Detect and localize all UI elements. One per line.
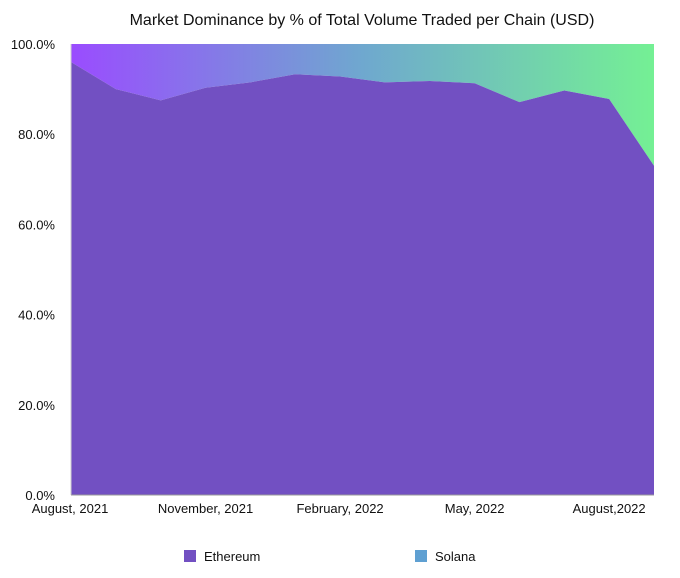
x-tick-label: February, 2022 <box>296 501 383 516</box>
x-tick-label: August,2022 <box>573 501 646 516</box>
chart-title: Market Dominance by % of Total Volume Tr… <box>130 12 595 29</box>
y-tick-label: 40.0% <box>18 308 55 323</box>
x-tick-label: November, 2021 <box>158 501 253 516</box>
legend-label: Ethereum <box>204 549 260 564</box>
y-tick-label: 20.0% <box>18 398 55 413</box>
legend-swatch <box>415 550 427 562</box>
legend-swatch <box>184 550 196 562</box>
legend-item-ethereum: Ethereum <box>184 549 260 564</box>
legend: Ethereum Solana <box>184 549 476 564</box>
plot-area <box>71 44 654 495</box>
legend-label: Solana <box>435 549 476 564</box>
x-tick-label: May, 2022 <box>445 501 505 516</box>
y-axis: 0.0%20.0%40.0%60.0%80.0%100.0% <box>11 37 71 503</box>
y-tick-label: 60.0% <box>18 217 55 232</box>
y-tick-label: 80.0% <box>18 127 55 142</box>
x-tick-label: August, 2021 <box>32 501 109 516</box>
x-axis: August, 2021 November, 2021 February, 2022… <box>32 495 654 516</box>
series-area-ethereum <box>71 62 654 495</box>
y-tick-label: 100.0% <box>11 37 56 52</box>
legend-item-solana: Solana <box>415 549 476 564</box>
